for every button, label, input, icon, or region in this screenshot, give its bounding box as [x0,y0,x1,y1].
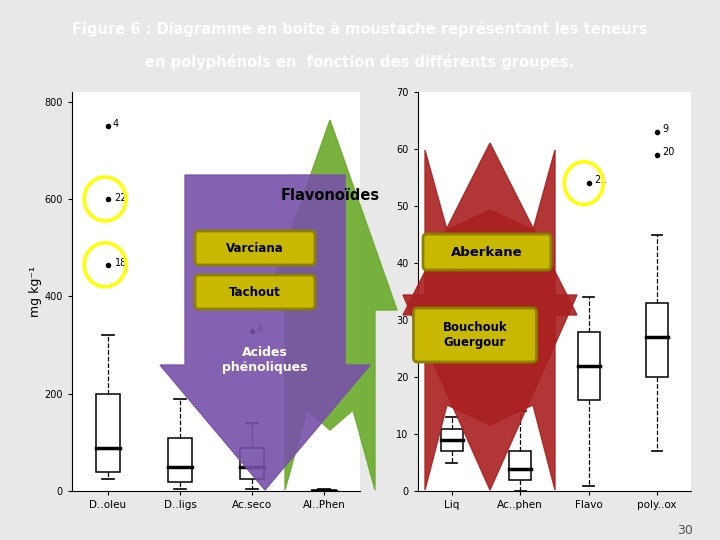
Polygon shape [160,175,370,490]
Bar [441,429,463,451]
Bar [240,448,264,479]
Text: 9: 9 [662,124,669,134]
Polygon shape [403,150,577,490]
Text: Varciana: Varciana [226,241,284,254]
Text: Tachout: Tachout [229,286,281,299]
Y-axis label: mg kg⁻¹: mg kg⁻¹ [29,266,42,317]
Text: 22: 22 [114,193,127,202]
Bar [96,394,120,472]
Bar [646,303,668,377]
Text: 21: 21 [594,176,606,185]
Polygon shape [403,143,577,490]
Text: 20: 20 [662,147,675,157]
FancyBboxPatch shape [423,234,551,270]
Text: 4: 4 [112,119,119,130]
Polygon shape [263,120,397,490]
Bar [312,490,336,491]
Text: 8: 8 [526,335,532,345]
Bar [168,438,192,482]
Text: 30: 30 [677,523,693,537]
FancyBboxPatch shape [195,275,315,309]
Text: Flavonoïdes: Flavonoïdes [280,187,379,202]
Text: Aberkane: Aberkane [451,246,523,259]
Text: Débidé: Débidé [472,244,508,253]
Bar [577,332,600,400]
Text: 18: 18 [114,258,127,268]
Text: en polyphénols en  fonction des différents groupes.: en polyphénols en fonction des différent… [145,54,575,70]
Text: Figure 6 : Diagramme en boite à moustache représentant les teneurs: Figure 6 : Diagramme en boite à moustach… [72,21,648,37]
FancyBboxPatch shape [195,231,315,265]
Bar [509,451,531,480]
Text: 4: 4 [256,324,263,334]
Text: Acides
phénoliques: Acides phénoliques [222,346,307,375]
FancyBboxPatch shape [413,308,536,362]
Text: Bouchouk
Guergour: Bouchouk Guergour [443,321,508,349]
